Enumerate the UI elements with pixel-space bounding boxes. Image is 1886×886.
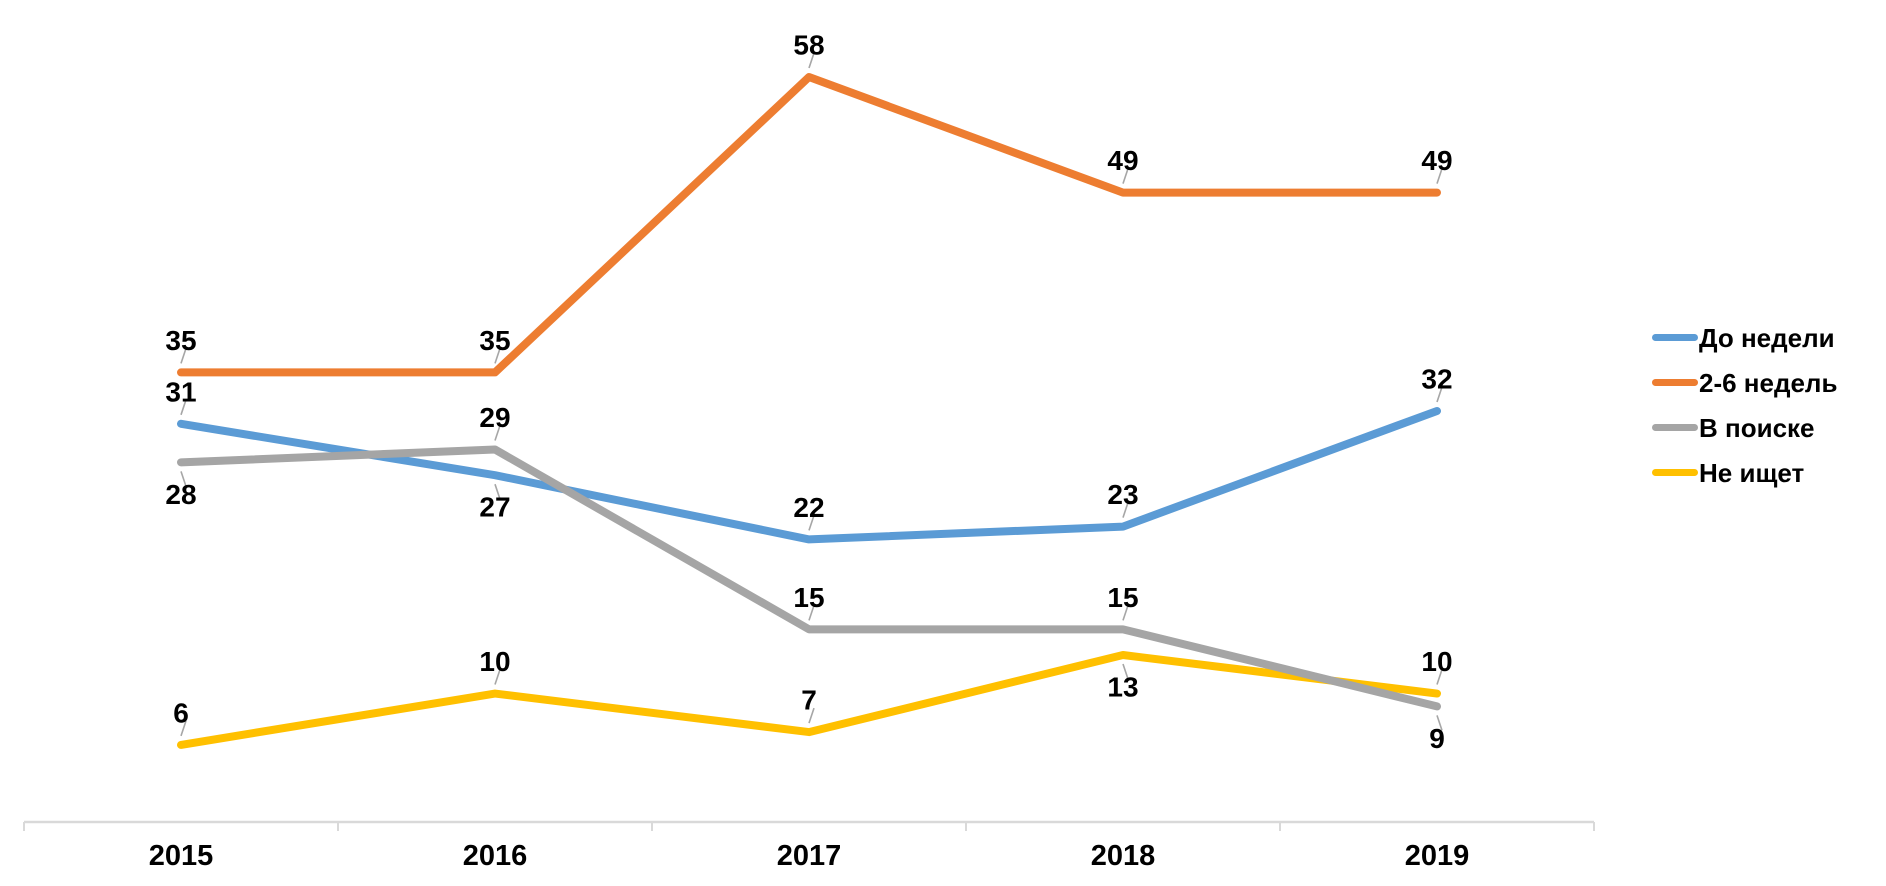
- legend-swatch-icon: [1652, 379, 1698, 386]
- x-axis-label: 2019: [1405, 840, 1470, 872]
- data-label-leader: [808, 52, 815, 69]
- data-label-leader: [1436, 386, 1443, 403]
- x-axis-label: 2016: [463, 840, 528, 872]
- data-label-leader: [808, 707, 815, 724]
- legend-swatch-icon: [1652, 469, 1698, 476]
- series-line-2: [177, 445, 1441, 711]
- data-label-leader: [1436, 669, 1443, 685]
- legend: До недели 2-6 недель В поиске Не ищет: [1652, 315, 1837, 495]
- data-label: 22: [793, 492, 824, 523]
- x-axis-label: 2017: [777, 840, 842, 872]
- data-label-leader: [494, 348, 501, 364]
- legend-item-0: До недели: [1652, 315, 1837, 360]
- legend-label: 2-6 недель: [1699, 367, 1838, 398]
- data-label-leader: [180, 399, 187, 416]
- data-label: 28: [165, 479, 196, 510]
- data-label-leader: [1436, 715, 1443, 731]
- data-label: 49: [1421, 145, 1452, 176]
- data-label-leader: [1122, 663, 1129, 680]
- data-label: 23: [1107, 479, 1138, 510]
- data-label-leader: [180, 720, 187, 737]
- data-label: 10: [479, 646, 510, 677]
- data-label: 27: [479, 492, 510, 523]
- series-line-3: [177, 651, 1441, 749]
- data-label: 31: [165, 376, 196, 407]
- data-label: 58: [793, 30, 824, 61]
- legend-item-2: В поиске: [1652, 405, 1837, 450]
- data-label-leader: [494, 483, 501, 500]
- data-label: 7: [801, 685, 817, 716]
- data-label: 49: [1107, 145, 1138, 176]
- x-axis-label: 2015: [149, 840, 214, 872]
- data-label: 10: [1421, 646, 1452, 677]
- data-label: 32: [1421, 363, 1452, 394]
- legend-label: В поиске: [1699, 412, 1815, 443]
- legend-swatch-icon: [1652, 334, 1698, 341]
- x-axis-label: 2018: [1091, 840, 1156, 872]
- legend-item-3: Не ищет: [1652, 450, 1837, 495]
- data-label-leader: [494, 669, 501, 685]
- data-label-leader: [494, 425, 501, 441]
- legend-item-1: 2-6 недель: [1652, 360, 1837, 405]
- series-line-0: [177, 406, 1441, 544]
- data-label-leader: [180, 348, 187, 364]
- legend-label: До недели: [1699, 322, 1835, 353]
- data-label: 29: [479, 402, 510, 433]
- data-label-leader: [808, 515, 815, 531]
- data-label-leader: [180, 471, 187, 487]
- data-label-leader: [1122, 605, 1129, 621]
- data-label-leader: [1122, 502, 1129, 518]
- series-line-1: [177, 73, 1441, 377]
- data-label: 6: [173, 697, 189, 728]
- data-label: 35: [479, 325, 510, 356]
- data-label: 9: [1429, 723, 1445, 754]
- legend-label: Не ищет: [1699, 457, 1805, 488]
- data-label-leader: [1436, 168, 1443, 184]
- data-label: 13: [1107, 672, 1138, 703]
- data-label-leader: [1122, 168, 1129, 184]
- data-label: 15: [793, 582, 824, 613]
- data-label: 35: [165, 325, 196, 356]
- legend-swatch-icon: [1652, 424, 1698, 431]
- data-label-leader: [808, 605, 815, 621]
- data-label: 15: [1107, 582, 1138, 613]
